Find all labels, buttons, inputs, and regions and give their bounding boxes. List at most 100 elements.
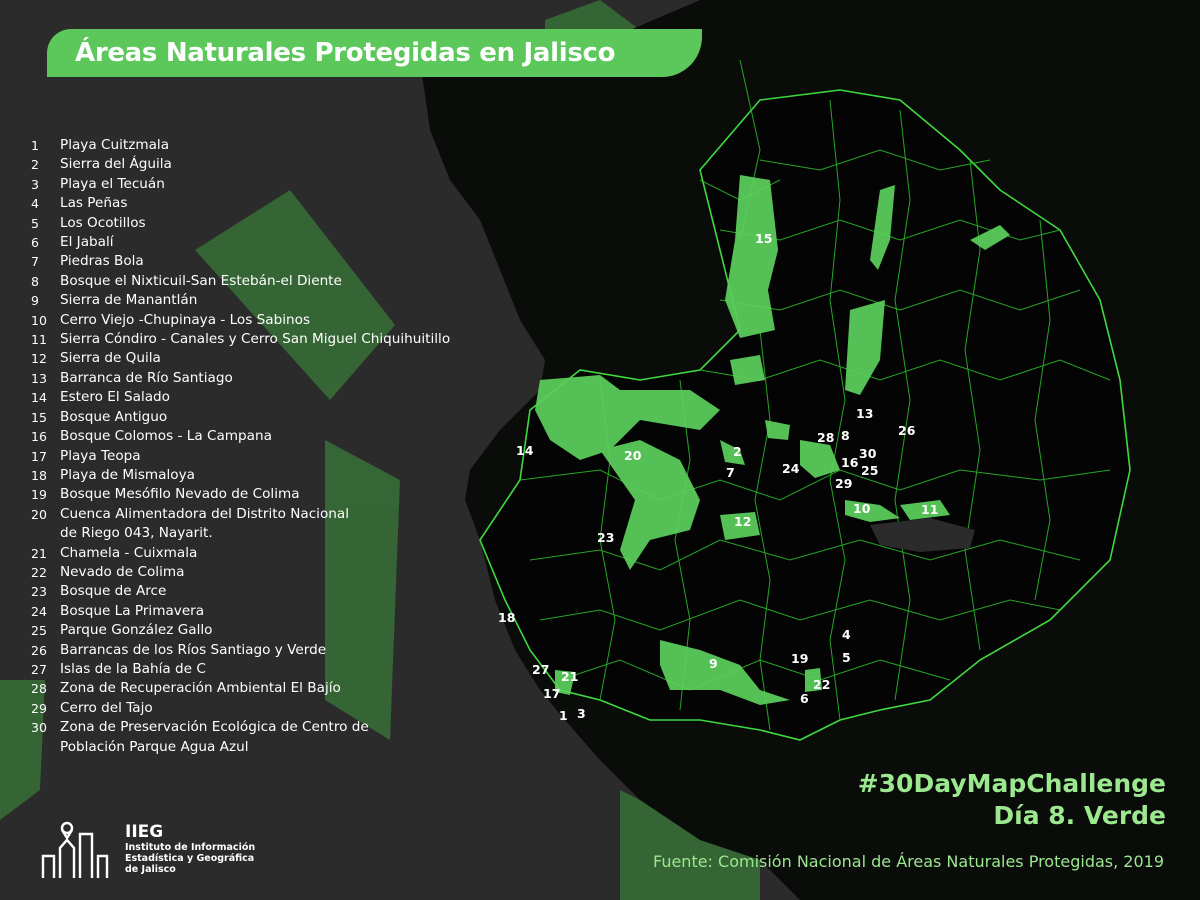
legend-name-line: Playa de Mismaloya — [60, 466, 195, 483]
legend-name: Playa Teopa — [60, 447, 141, 466]
legend-item: 29 Cerro del Tajo — [31, 699, 521, 718]
legend-name-line: El Jabalí — [60, 234, 114, 251]
map-label: 2 — [733, 444, 742, 459]
legend-name: Bosque Antiguo — [60, 408, 167, 427]
map-label: 26 — [898, 423, 916, 438]
legend-number: 18 — [31, 467, 47, 483]
legend-item: 10 Cerro Viejo -Chupinaya - Los Sabinos — [31, 311, 521, 330]
legend-number: 2 — [31, 157, 39, 173]
legend-name: Bosque La Primavera — [60, 602, 204, 621]
legend-name-line: Bosque Antiguo — [60, 408, 168, 425]
legend-item: 30 Zona de Preservación Ecológica de Cent… — [31, 718, 521, 757]
legend-name: Sierra de Manantlán — [60, 291, 197, 310]
legend-name: Zona de Preservación Ecológica de Centro… — [60, 718, 369, 757]
map-label: 15 — [755, 231, 773, 246]
legend-number: 30 — [31, 720, 47, 736]
map-label: 28 — [817, 430, 835, 445]
legend-name-line: Bosque el Nixticuil-San Estebán-el Dient… — [60, 272, 342, 289]
map-label: 22 — [813, 677, 831, 692]
legend-name: Chamela - Cuixmala — [60, 544, 197, 563]
legend-number: 29 — [31, 700, 47, 716]
map-label: 10 — [853, 501, 871, 516]
map-label: 4 — [842, 627, 851, 642]
legend-number: 20 — [31, 506, 47, 522]
legend-number: 23 — [31, 584, 47, 600]
map-label: 11 — [921, 502, 939, 517]
legend-number: 4 — [31, 196, 39, 212]
legend-name: Las Peñas — [60, 194, 127, 213]
legend-name: El Jabalí — [60, 233, 114, 252]
legend-name-line: Bosque Mesófilo Nevado de Colima — [60, 486, 300, 503]
legend-number: 15 — [31, 409, 47, 425]
title-banner: Áreas Naturales Protegidas en Jalisco — [47, 29, 702, 77]
map-label: 21 — [561, 669, 579, 684]
legend-name: Playa de Mismaloya — [60, 466, 195, 485]
map-label: 12 — [734, 514, 752, 529]
legend-item: 8 Bosque el Nixticuil-San Estebán-el Dien… — [31, 272, 521, 291]
legend-number: 26 — [31, 642, 47, 658]
legend-number: 21 — [31, 545, 47, 561]
legend-name-line: Los Ocotillos — [60, 214, 146, 231]
legend-name-line: Cuenca Alimentadora del Distrito Naciona… — [60, 505, 349, 522]
legend-name-line: Islas de la Bahía de C — [60, 660, 206, 677]
legend-item: 13 Barranca de Río Santiago — [31, 369, 521, 388]
iieg-logo-icon — [41, 821, 109, 878]
map-label: 20 — [624, 448, 642, 463]
legend-name-line: Cerro Viejo -Chupinaya - Los Sabinos — [60, 311, 311, 328]
legend-item: 17 Playa Teopa — [31, 447, 521, 466]
legend-name: Parque González Gallo — [60, 621, 212, 640]
logo-abbr: IIEG — [125, 822, 164, 842]
legend-name-line: Población Parque Agua Azul — [60, 738, 249, 755]
legend-item: 21 Chamela - Cuixmala — [31, 544, 521, 563]
legend-item: 16 Bosque Colomos - La Campana — [31, 427, 521, 446]
legend-item: 25 Parque González Gallo — [31, 621, 521, 640]
legend-name-line: Chamela - Cuixmala — [60, 544, 198, 561]
lake-chapala — [870, 518, 975, 552]
legend-number: 1 — [31, 138, 39, 153]
legend-item: 28 Zona de Recuperación Ambiental El Bají… — [31, 679, 521, 698]
legend-name: Cerro del Tajo — [60, 699, 153, 718]
map-label: 7 — [726, 465, 735, 480]
map-label: 18 — [498, 610, 516, 625]
map-label: 30 — [859, 446, 877, 461]
legend-name-line: de Riego 043, Nayarit. — [60, 525, 213, 542]
logo-text: IIEG Instituto de Información Estadístic… — [125, 822, 275, 875]
map-label: 16 — [841, 455, 859, 470]
map-label: 19 — [791, 651, 809, 666]
legend-number: 17 — [31, 448, 47, 464]
legend-item: 4 Las Peñas — [31, 194, 521, 213]
map-label: 13 — [856, 406, 874, 421]
map-label: 23 — [597, 530, 615, 545]
map-label: 1 — [559, 708, 568, 723]
map-label: 17 — [543, 686, 561, 701]
legend-item: 23 Bosque de Arce — [31, 582, 521, 601]
legend-name-line: Nevado de Colima — [60, 563, 185, 580]
legend-item: 18 Playa de Mismaloya — [31, 466, 521, 485]
legend-name: Playa Cuitzmala — [60, 136, 169, 155]
legend-name-line: Playa Cuitzmala — [60, 137, 170, 153]
legend-name-line: Sierra Cóndiro - Canales y Cerro San Mig… — [60, 331, 451, 348]
legend-name: Estero El Salado — [60, 388, 170, 407]
legend-number: 22 — [31, 564, 47, 580]
legend-name: Sierra de Quila — [60, 349, 161, 368]
legend-number: 12 — [31, 351, 47, 367]
legend-item: 22 Nevado de Colima — [31, 563, 521, 582]
logo-line1: Instituto de Información — [125, 842, 256, 853]
map-label: 14 — [516, 443, 534, 458]
legend-name: Bosque Colomos - La Campana — [60, 427, 272, 446]
legend-name: Bosque Mesófilo Nevado de Colima — [60, 485, 300, 504]
legend-item: 1 Playa Cuitzmala — [31, 136, 521, 155]
protected-areas — [535, 175, 1010, 705]
legend-number: 9 — [31, 293, 39, 309]
legend-item: 6 El Jabalí — [31, 233, 521, 252]
legend-name-line: Zona de Preservación Ecológica de Centro… — [60, 719, 369, 736]
legend-item: 2 Sierra del Águila — [31, 155, 521, 174]
map-label: 8 — [841, 428, 850, 443]
legend-name-line: Bosque La Primavera — [60, 602, 205, 619]
legend-item: 20 Cuenca Alimentadora del Distrito Nacio… — [31, 505, 521, 544]
map-label: 5 — [842, 650, 851, 665]
legend-name-line: Playa el Tecuán — [60, 175, 165, 192]
legend-name-line: Estero El Salado — [60, 389, 170, 406]
municipal-borders — [519, 59, 1111, 731]
